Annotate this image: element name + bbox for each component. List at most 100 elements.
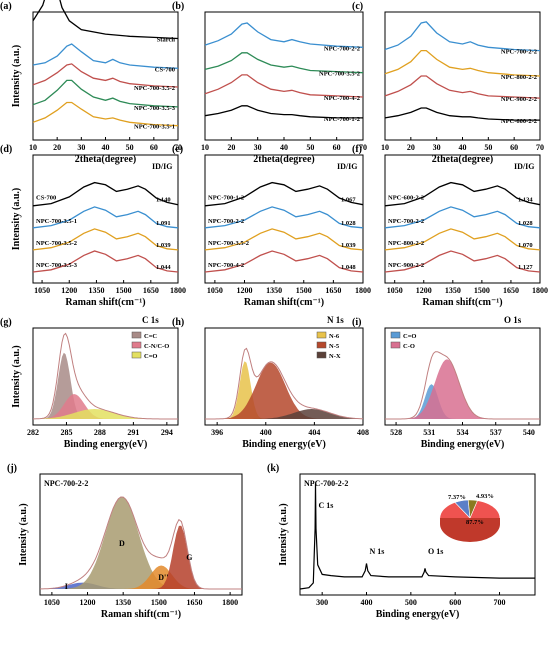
plot-frame — [299, 473, 536, 596]
x-tick-label: 282 — [27, 428, 39, 437]
series-line — [32, 63, 179, 88]
series-line — [204, 22, 364, 48]
y-axis-label: Intensity (a.u.) — [278, 503, 289, 566]
x-tick-label: 288 — [94, 428, 106, 437]
x-tick-label: 404 — [308, 428, 320, 437]
x-tick-label: 50 — [484, 143, 492, 152]
x-tick-label: 400 — [260, 428, 272, 437]
panel-label: (f) — [352, 144, 362, 155]
x-tick-label: 10 — [29, 143, 37, 152]
plot-frame — [384, 154, 541, 284]
series-label: NPC-800-2-2 — [501, 74, 537, 81]
y-axis-label: Intensity (a.u.) — [11, 345, 22, 408]
x-tick-label: 285 — [60, 428, 72, 437]
x-tick-label: 408 — [357, 428, 369, 437]
x-tick-label: 70 — [359, 143, 367, 152]
legend-label: N-6 — [329, 333, 340, 340]
legend-swatch — [316, 341, 327, 349]
series-label: NPC-700-3.5-1 — [36, 218, 77, 225]
x-tick-label: 1650 — [186, 598, 202, 607]
series-label: NPC-700-1-2 — [324, 116, 360, 123]
legend-swatch — [316, 331, 327, 339]
x-tick-label: 1500 — [116, 286, 132, 295]
plot-frame — [32, 11, 179, 141]
series-label: NPC-700-2-2 — [208, 218, 244, 225]
panel-j: (j) 1050 1200 1350 1500 1650 1800 Raman shift(c… — [7, 463, 243, 620]
series-label: NPC-700-3.5-2 — [208, 240, 249, 247]
series-line — [384, 107, 540, 121]
x-tick-label: 534 — [457, 428, 469, 437]
ratio-label: 1.044 — [156, 264, 171, 271]
y-axis-label: Intensity (a.u.) — [18, 503, 29, 566]
legend-label: C=C — [144, 333, 157, 340]
series-label: NPC-800-2-2 — [388, 240, 424, 247]
x-tick-label: 60 — [333, 143, 341, 152]
x-axis-label: 2theta(degree) — [432, 154, 493, 165]
series-line — [384, 250, 541, 273]
series-label: NPC-900-2-2 — [501, 96, 537, 103]
x-tick-label: 1650 — [503, 286, 519, 295]
legend-swatch — [390, 331, 401, 339]
x-axis-label: Raman shift(cm⁻¹) — [101, 609, 181, 620]
x-tick-label: 1650 — [325, 286, 341, 295]
x-tick-label: 540 — [523, 428, 535, 437]
fit-peak-area — [205, 362, 363, 419]
series-label: NPC-700-4-2 — [324, 95, 360, 102]
ratio-label: 1.028 — [341, 220, 356, 227]
x-tick-label: 30 — [254, 143, 262, 152]
fit-peak-area — [385, 359, 540, 419]
pie-label: 87.7% — [466, 519, 484, 526]
plot-frame — [204, 154, 364, 284]
series-line — [204, 52, 364, 74]
series-label: NPC-700-3.5-1 — [134, 124, 175, 131]
x-axis-label: Binding energy(eV) — [64, 439, 148, 450]
fit-envelope — [205, 347, 364, 420]
panel-label: (i) — [352, 317, 361, 328]
ratio-label: 1.039 — [156, 242, 171, 249]
series-line — [384, 75, 541, 99]
series-label: NPC-700-2-2 — [324, 45, 360, 52]
x-tick-label: 1050 — [207, 286, 223, 295]
x-tick-label: 1800 — [532, 286, 548, 295]
x-tick-label: 300 — [316, 598, 328, 607]
sample-title: NPC-700-2-2 — [44, 479, 88, 488]
legend-swatch — [131, 341, 142, 349]
series-line — [384, 21, 541, 52]
x-axis-label: Binding energy(eV) — [421, 439, 505, 450]
x-tick-label: 400 — [361, 598, 373, 607]
panel-label: (j) — [7, 463, 17, 474]
series-label: NPC-900-2-2 — [388, 262, 424, 269]
x-axis-label: Binding energy(eV) — [242, 439, 326, 450]
legend-label: C-N/C-O — [144, 343, 169, 350]
y-axis-label: Intensity (a.u.) — [11, 188, 22, 251]
legend-swatch — [390, 341, 401, 349]
plot-frame — [32, 154, 179, 284]
x-tick-label: 50 — [306, 143, 314, 152]
panel-a: (a) 10 20 30 40 50 60 70 2theta(degree) Intensity… — [0, 0, 182, 165]
x-tick-label: 700 — [494, 598, 506, 607]
series-label: NPC-700-2-2 — [388, 218, 424, 225]
x-tick-label: 20 — [407, 143, 415, 152]
fit-envelope — [40, 496, 242, 590]
legend-swatch — [316, 351, 327, 359]
pie-label: 7.37% — [448, 494, 466, 501]
series-line — [32, 0, 179, 40]
x-tick-label: 1500 — [151, 598, 167, 607]
x-tick-label: 396 — [211, 428, 223, 437]
x-tick-label: 1200 — [80, 598, 96, 607]
series-line — [384, 228, 541, 251]
series-line — [32, 181, 179, 207]
series-line — [32, 79, 179, 108]
x-tick-label: 40 — [280, 143, 288, 152]
x-tick-label: 70 — [536, 143, 544, 152]
panel-label: (k) — [267, 463, 279, 474]
fit-envelope — [33, 332, 178, 420]
panel-k: (k) 300 400 500 600 700 Binding energy(eV) Inte… — [267, 463, 536, 620]
x-tick-label: 537 — [490, 428, 502, 437]
x-tick-label: 10 — [381, 143, 389, 152]
fit-peak-area — [33, 409, 178, 419]
peak-label: D'' — [158, 573, 168, 582]
ratio-label: 1.028 — [518, 220, 533, 227]
fit-peak-area — [40, 497, 242, 589]
series-label: NPC-700-3.5-3 — [36, 262, 78, 269]
